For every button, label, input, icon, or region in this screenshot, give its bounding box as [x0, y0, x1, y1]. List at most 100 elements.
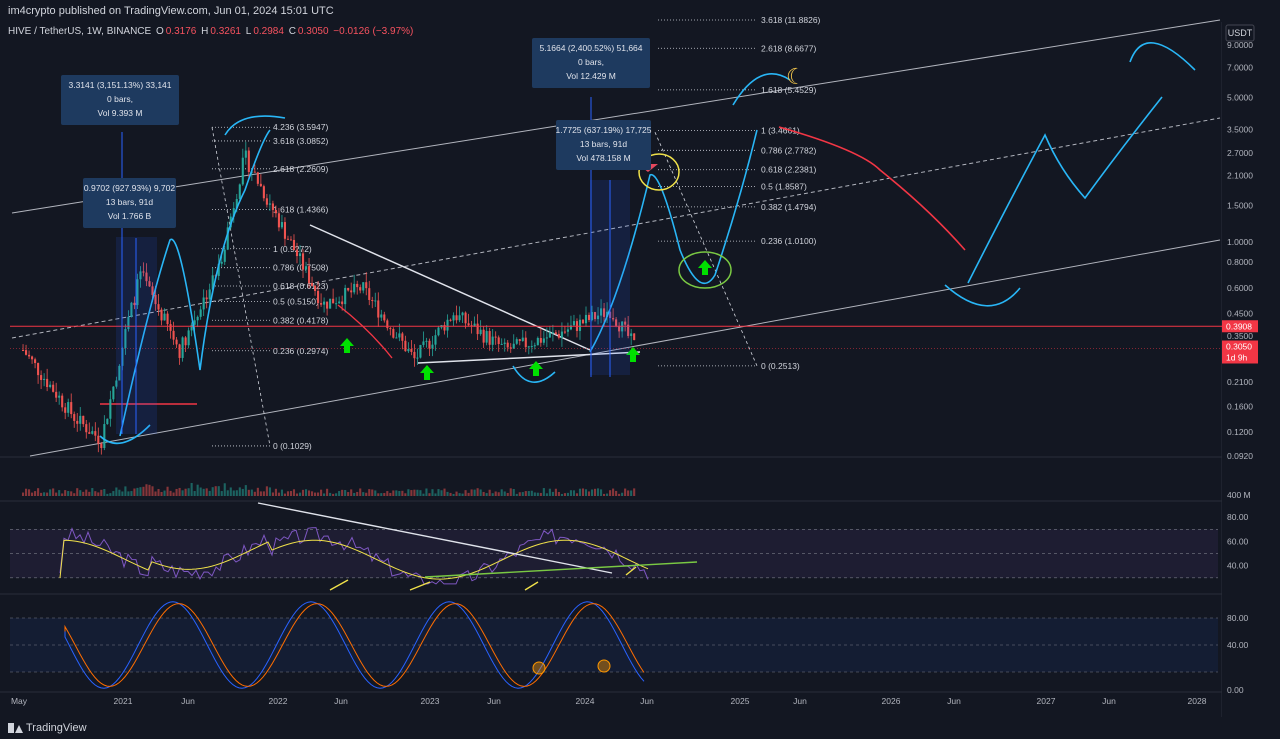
candle — [413, 351, 416, 359]
volume-bar — [497, 492, 500, 496]
volume-bar — [359, 488, 362, 496]
volume-bar — [593, 488, 597, 496]
candle — [271, 203, 274, 210]
volume-bar — [446, 491, 449, 496]
candle — [28, 354, 31, 357]
candle — [317, 290, 320, 304]
volume-bar — [344, 490, 347, 496]
candle — [431, 344, 434, 349]
volume-bar — [633, 488, 636, 496]
volume-bar — [521, 492, 524, 496]
volume-bar — [464, 490, 467, 496]
measure-box-text: Vol 9.393 M — [98, 108, 143, 118]
candle — [633, 333, 636, 341]
open-label: O — [155, 26, 164, 37]
candle — [467, 323, 470, 326]
candle — [220, 261, 223, 264]
fib-right-label: 1.618 (5.4529) — [761, 85, 816, 95]
price-label-box — [1222, 340, 1258, 353]
volume-bar — [618, 493, 621, 496]
volume-bar — [488, 489, 491, 496]
volume-bar — [560, 493, 563, 496]
fib-right-label: 0.236 (1.0100) — [761, 236, 816, 246]
volume-bar — [229, 487, 232, 496]
symbol-legend: HIVE / TetherUS, 1W, BINANCE O 0.3176 H 0.… — [8, 26, 415, 37]
fib-left-label: 0.618 (0.6123) — [273, 281, 328, 291]
up-arrow-icon — [698, 260, 712, 275]
volume-bar — [64, 490, 67, 496]
candle — [25, 350, 28, 355]
y-tick-label: 0.1200 — [1227, 427, 1253, 437]
volume-bar — [612, 488, 615, 496]
stoch-tick-label: 40.00 — [1227, 640, 1249, 650]
volume-bar — [139, 487, 142, 496]
candle — [356, 283, 359, 288]
candle — [226, 227, 229, 250]
volume-bar — [196, 484, 199, 496]
candle — [455, 315, 458, 321]
volume-bar — [434, 493, 437, 496]
volume-bar — [323, 493, 326, 496]
measure-box-text: Vol 1.766 B — [108, 211, 152, 221]
volume-bar — [184, 488, 187, 496]
candle — [581, 319, 585, 324]
candle — [407, 348, 410, 352]
price-label-box — [1222, 351, 1258, 364]
candle — [85, 424, 88, 433]
volume-bar — [563, 493, 566, 496]
candle — [338, 301, 341, 304]
candle — [70, 402, 73, 415]
volume-bar — [401, 490, 404, 496]
candle — [398, 333, 401, 338]
candle — [259, 183, 262, 187]
volume-bar — [274, 488, 277, 496]
volume-bar — [103, 489, 106, 496]
candle — [401, 333, 404, 341]
fib-right-label: 1 (3.4661) — [761, 125, 800, 135]
candle — [109, 399, 112, 419]
candle — [181, 337, 184, 358]
volume-bar — [169, 490, 172, 496]
volume-bar — [298, 492, 302, 496]
candle — [91, 431, 94, 434]
volume-bar — [235, 490, 238, 496]
volume-bar — [551, 491, 554, 496]
volume-bar — [365, 492, 368, 496]
volume-bar — [106, 493, 109, 496]
projection-curve-2027 — [967, 96, 1163, 284]
candle — [73, 414, 76, 421]
stoch-marker-circle — [597, 659, 611, 673]
volume-bar — [524, 491, 527, 496]
candle — [524, 337, 527, 348]
stoch-tick-label: 0.00 — [1227, 685, 1244, 695]
volume-bar — [43, 492, 46, 496]
price-chart[interactable]: 4.236 (3.5947) 3.618 (3.0852) 2.618 (2.260… — [0, 0, 1280, 717]
channel-lower-line — [29, 239, 1221, 457]
candle — [377, 300, 380, 318]
candle — [79, 415, 82, 424]
up-arrow-icon — [626, 347, 640, 362]
volume-bar — [329, 492, 332, 496]
candle — [515, 339, 518, 344]
volume-bar — [566, 492, 569, 496]
candle — [37, 363, 40, 376]
price-label: 0.3908 — [1226, 321, 1252, 331]
candle — [103, 424, 106, 448]
candle — [332, 298, 335, 304]
volume-bar — [326, 488, 329, 496]
volume-bar — [94, 491, 97, 496]
rsi-marker — [409, 581, 431, 591]
bottom-curve-2026 — [944, 284, 1021, 307]
symbol-name[interactable]: HIVE / TetherUS, 1W, BINANCE — [8, 26, 152, 37]
volume-bar — [416, 489, 419, 496]
candle — [136, 279, 139, 306]
x-tick-label: 2025 — [731, 696, 750, 706]
fib-left-label: 4.236 (3.5947) — [273, 122, 328, 132]
volume-bar — [461, 493, 464, 496]
fib-right-label: 0.618 (2.2381) — [761, 165, 816, 175]
projection-curve-2024 — [589, 129, 758, 353]
rsi-marker — [524, 581, 539, 591]
volume-bar — [491, 493, 494, 496]
candle — [518, 339, 521, 341]
candle — [494, 336, 497, 338]
